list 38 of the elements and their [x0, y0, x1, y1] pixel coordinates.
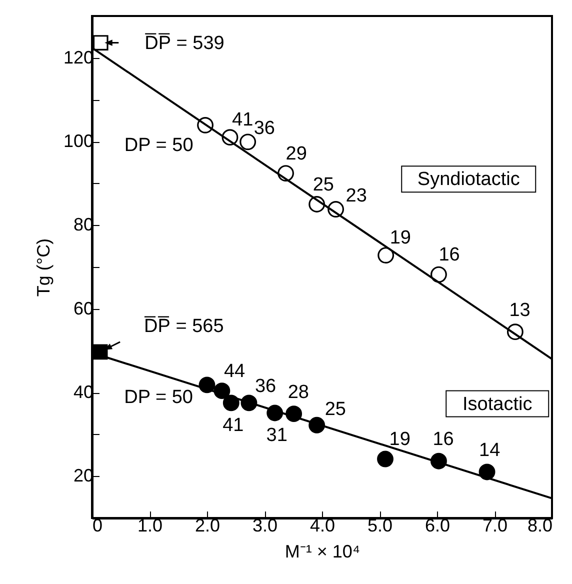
- annotation: 25: [324, 399, 346, 420]
- text: Isotactic: [462, 394, 532, 415]
- annotation: 23: [346, 185, 367, 206]
- x-axis-title: M⁻¹ × 10⁴: [284, 542, 360, 562]
- annotation: 16: [438, 244, 460, 266]
- point: [378, 247, 394, 264]
- annotation: 41: [232, 109, 254, 130]
- x-tick-label: 6.0: [424, 516, 450, 536]
- point: [240, 134, 256, 150]
- annotation: 28: [288, 382, 309, 403]
- x-tick-label: 1.0: [137, 516, 163, 536]
- annotation: DP = 50: [124, 135, 194, 156]
- annotation: DP = 50: [124, 386, 193, 408]
- annotation: 41: [222, 414, 244, 436]
- point: [430, 266, 447, 283]
- annotation: 25: [312, 174, 334, 196]
- point: [377, 450, 394, 468]
- annotation: 16: [432, 429, 454, 450]
- x-tick-label: 0: [92, 516, 103, 536]
- annotation: 31: [266, 425, 288, 446]
- annotation: 14: [479, 440, 501, 461]
- annotation: 19: [389, 429, 410, 450]
- point: [222, 394, 240, 412]
- annotation: 36: [254, 376, 276, 397]
- annotation: 19: [390, 227, 411, 248]
- annotation: D̅P̅ = 565: [144, 316, 224, 337]
- annotation: 44: [224, 360, 246, 382]
- point: [92, 35, 108, 50]
- annotation: D̅P̅ = 539: [144, 32, 224, 54]
- annotation: 13: [509, 300, 530, 321]
- annotation: 29: [286, 143, 307, 164]
- text: Syndiotactic: [417, 169, 520, 190]
- x-tick-label: 8.0: [527, 516, 552, 536]
- x-tick-label: 2.0: [194, 516, 220, 536]
- x-tick-label: 4.0: [310, 516, 336, 536]
- x-tick-label: 3.0: [252, 516, 278, 536]
- annotation: 36: [254, 118, 275, 139]
- y-axis-title: Tg (°C): [33, 238, 54, 297]
